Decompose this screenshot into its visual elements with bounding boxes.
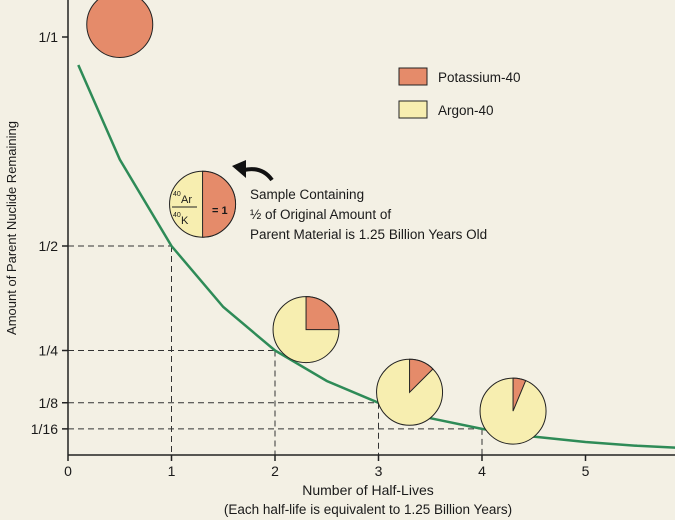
pie-markers <box>86 0 547 445</box>
ratio-denominator: K <box>181 215 189 227</box>
y-tick-label: 1/16 <box>31 421 58 437</box>
x-tick-label: 4 <box>478 463 486 479</box>
ratio-denominator-sup: 40 <box>173 212 181 219</box>
legend-label-potassium: Potassium-40 <box>438 70 521 85</box>
pie-potassium-slice <box>512 377 527 412</box>
pie-potassium-slice <box>409 358 434 394</box>
y-tick-label: 1/1 <box>39 29 59 45</box>
x-tick-label: 5 <box>582 463 590 479</box>
pie-potassium-slice <box>305 296 340 331</box>
ratio-numerator-sup: 40 <box>173 191 181 198</box>
x-tick-label: 0 <box>64 463 72 479</box>
axes <box>67 0 675 456</box>
legend-swatch-potassium <box>398 67 428 86</box>
annotation-line-2: ½ of Original Amount of <box>250 207 391 222</box>
y-axis-ticks: 1/1 1/2 1/4 1/8 1/16 <box>31 29 68 437</box>
y-tick-label: 1/2 <box>39 238 59 254</box>
x-tick-label: 1 <box>168 463 176 479</box>
x-axis-subtitle: (Each half-life is equivalent to 1.25 Bi… <box>224 502 512 517</box>
annotation-line-1: Sample Containing <box>250 187 364 202</box>
arrow-icon <box>243 167 274 182</box>
x-tick-label: 2 <box>271 463 279 479</box>
legend: Potassium-40 Argon-40 <box>398 67 521 119</box>
y-axis-title: Amount of Parent Nuclide Remaining <box>4 121 19 335</box>
legend-label-argon: Argon-40 <box>438 103 494 118</box>
legend-swatch-argon <box>398 100 428 119</box>
pie-potassium-slice <box>202 170 237 238</box>
ratio-equals: = 1 <box>212 205 228 217</box>
x-axis-title: Number of Half-Lives <box>302 482 434 498</box>
y-tick-label: 1/4 <box>39 343 59 359</box>
y-tick-label: 1/8 <box>39 395 59 411</box>
annotation-line-3: Parent Material is 1.25 Billion Years Ol… <box>250 227 487 242</box>
arrowhead-icon <box>232 160 246 178</box>
x-tick-label: 3 <box>375 463 383 479</box>
isotope-ratio-label: 40 Ar 40 K = 1 <box>172 191 228 227</box>
pie-potassium-slice <box>86 0 154 58</box>
ratio-numerator: Ar <box>181 194 192 206</box>
guide-lines <box>68 245 483 455</box>
x-axis-ticks: 0 1 2 3 4 5 <box>64 455 590 479</box>
